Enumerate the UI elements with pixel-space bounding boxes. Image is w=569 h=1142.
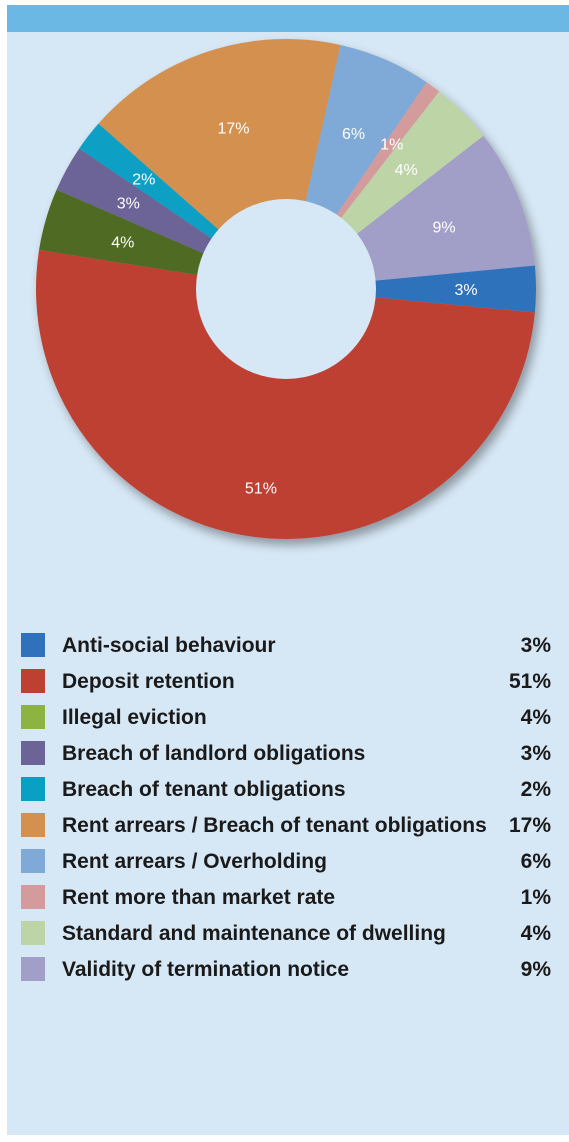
legend-swatch: [21, 777, 45, 801]
slice-label-rent-more-than-market-rate: 1%: [380, 136, 403, 153]
legend-label: Breach of landlord obligations: [62, 742, 366, 765]
legend-label: Deposit retention: [62, 670, 235, 693]
legend-swatch: [21, 849, 45, 873]
legend-swatch: [21, 741, 45, 765]
legend-value: 17%: [508, 814, 551, 837]
slice-label-rent-arrears-breach-of-tenant-obligations: 17%: [217, 120, 249, 137]
legend-item-breach-of-tenant-obligations: Breach of tenant obligations 2%: [21, 776, 551, 803]
legend-item-standard-and-maintenance-of-dwelling: Standard and maintenance of dwelling 4%: [21, 920, 551, 947]
legend-value: 9%: [520, 958, 551, 981]
chart-panel: 3% 51% 4% 3% 2% 17% 6% 1% 4% 9% Anti-social behav…: [7, 5, 569, 1135]
pie-slice-deposit-retention: [36, 249, 535, 539]
legend-item-breach-of-landlord-obligations: Breach of landlord obligations 3%: [21, 740, 551, 767]
legend-item-anti-social-behaviour: Anti-social behaviour 3%: [21, 632, 551, 659]
legend-item-validity-of-termination-notice: Validity of termination notice 9%: [21, 956, 551, 983]
legend-label: Illegal eviction: [62, 706, 207, 729]
legend-value: 4%: [520, 706, 551, 729]
legend-value: 51%: [508, 670, 551, 693]
legend-label: Breach of tenant obligations: [62, 778, 346, 801]
legend-swatch: [21, 705, 45, 729]
legend-value: 6%: [520, 850, 551, 873]
legend-label: Standard and maintenance of dwelling: [62, 922, 446, 945]
legend-value: 2%: [520, 778, 551, 801]
legend-label: Rent more than market rate: [62, 886, 336, 909]
slice-label-illegal-eviction: 4%: [111, 235, 134, 252]
legend-value: 3%: [520, 634, 551, 657]
top-bar: [7, 5, 569, 32]
slice-label-breach-of-landlord-obligations: 3%: [117, 195, 140, 212]
legend-swatch: [21, 885, 45, 909]
slice-label-validity-of-termination-notice: 9%: [432, 219, 455, 236]
legend-item-rent-arrears-overholding: Rent arrears / Overholding 6%: [21, 848, 551, 875]
legend-label: Anti-social behaviour: [62, 634, 276, 657]
slice-label-anti-social-behaviour: 3%: [454, 282, 477, 299]
legend-item-illegal-eviction: Illegal eviction 4%: [21, 704, 551, 731]
legend-value: 1%: [520, 886, 551, 909]
legend-swatch: [21, 813, 45, 837]
legend-swatch: [21, 633, 45, 657]
legend: Anti-social behaviour 3% Deposit retention…: [21, 632, 551, 992]
legend-swatch: [21, 921, 45, 945]
legend-label: Validity of termination notice: [62, 958, 350, 981]
legend-swatch: [21, 669, 45, 693]
slice-label-deposit-retention: 51%: [245, 480, 277, 497]
pie-slice-anti-social-behaviour: [286, 265, 537, 313]
legend-item-deposit-retention: Deposit retention 51%: [21, 668, 551, 695]
slice-label-breach-of-tenant-obligations: 2%: [132, 172, 155, 189]
legend-swatch: [21, 957, 45, 981]
legend-item-rent-arrears-breach-of-tenant-obligations: Rent arrears / Breach of tenant obligati…: [21, 812, 551, 839]
legend-label: Rent arrears / Overholding: [62, 850, 327, 873]
slice-label-rent-arrears-overholding: 6%: [342, 126, 365, 143]
legend-item-rent-more-than-market-rate: Rent more than market rate 1%: [21, 884, 551, 911]
slice-label-standard-and-maintenance-of-dwelling: 4%: [395, 162, 418, 179]
donut-chart: 3% 51% 4% 3% 2% 17% 6% 1% 4% 9%: [36, 39, 537, 539]
legend-value: 3%: [520, 742, 551, 765]
legend-value: 4%: [520, 922, 551, 945]
donut-hole: [196, 199, 376, 379]
legend-label: Rent arrears / Breach of tenant obligati…: [62, 814, 487, 837]
